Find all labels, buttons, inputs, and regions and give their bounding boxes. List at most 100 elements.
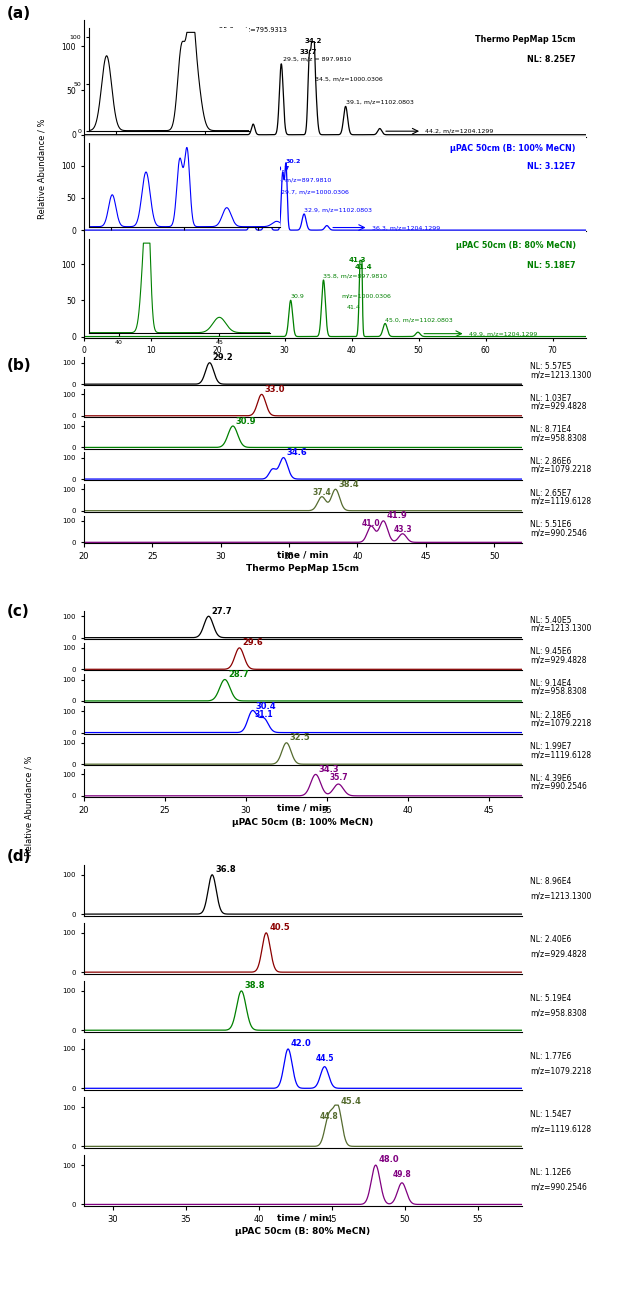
Text: NL: 8.96E4: NL: 8.96E4 xyxy=(531,878,572,887)
Text: m/z=929.4828: m/z=929.4828 xyxy=(531,402,587,411)
Text: time / min: time / min xyxy=(277,803,328,812)
Text: NL: 8.71E4: NL: 8.71E4 xyxy=(531,425,572,434)
Text: 33.7: 33.7 xyxy=(299,49,317,55)
Text: 34.3: 34.3 xyxy=(319,764,339,774)
Text: 29.7, m/z=1000.0306: 29.7, m/z=1000.0306 xyxy=(281,190,349,195)
Text: 41.9: 41.9 xyxy=(386,511,407,520)
Text: NL: 1.03E7: NL: 1.03E7 xyxy=(531,394,572,403)
Text: 30.9: 30.9 xyxy=(236,416,256,425)
Text: NL: 1.54E7: NL: 1.54E7 xyxy=(531,1110,572,1118)
Text: μPAC 50cm (B: 80% MeCN): μPAC 50cm (B: 80% MeCN) xyxy=(235,1227,370,1236)
Text: 48.0: 48.0 xyxy=(379,1156,399,1165)
Text: m/z=1000.0306: m/z=1000.0306 xyxy=(341,294,392,299)
Text: Relative Abundance / %: Relative Abundance / % xyxy=(24,755,33,857)
Text: μPAC 50cm (B: 100% MeCN): μPAC 50cm (B: 100% MeCN) xyxy=(451,144,576,153)
Text: NL: 5.19E4: NL: 5.19E4 xyxy=(531,993,572,1002)
Text: m/z=990.2546: m/z=990.2546 xyxy=(531,528,587,537)
Text: time / min: time / min xyxy=(277,1213,328,1222)
Text: m/z=1079.2218: m/z=1079.2218 xyxy=(531,719,592,728)
Text: 35.7: 35.7 xyxy=(329,774,348,781)
Text: m/z=990.2546: m/z=990.2546 xyxy=(531,1182,587,1191)
Text: 35.8, m/z=897.9810: 35.8, m/z=897.9810 xyxy=(323,273,388,278)
Text: m/z=958.8308: m/z=958.8308 xyxy=(531,686,587,696)
Text: NL: 5.51E6: NL: 5.51E6 xyxy=(531,520,572,529)
Text: m/z=1119.6128: m/z=1119.6128 xyxy=(531,1124,592,1134)
Text: 30.2: 30.2 xyxy=(286,160,301,164)
Text: m/z=958.8308: m/z=958.8308 xyxy=(531,433,587,442)
Text: (c): (c) xyxy=(6,604,29,620)
Text: 25.1: 25.1 xyxy=(245,196,259,202)
Text: 29.2: 29.2 xyxy=(213,354,233,363)
Text: 49.9, m/z=1204.1299: 49.9, m/z=1204.1299 xyxy=(469,332,537,337)
Text: NL: 2.40E6: NL: 2.40E6 xyxy=(531,936,572,944)
Text: 29.7: 29.7 xyxy=(272,166,290,172)
Text: m/z=795.9313: m/z=795.9313 xyxy=(214,240,261,246)
Text: 27.7: 27.7 xyxy=(212,607,232,616)
Text: time / min: time / min xyxy=(277,550,328,559)
Text: NL: 4.39E6: NL: 4.39E6 xyxy=(531,774,572,783)
Text: 41.3: 41.3 xyxy=(349,256,366,263)
Text: 38.8: 38.8 xyxy=(244,982,265,991)
Text: 49.8: 49.8 xyxy=(393,1170,412,1179)
Text: NL: 2.65E7: NL: 2.65E7 xyxy=(531,489,572,498)
Text: 36.8: 36.8 xyxy=(215,864,236,874)
Text: μPAC 50cm (B: 80% MeCN): μPAC 50cm (B: 80% MeCN) xyxy=(456,240,576,250)
Text: m/z=958.8308: m/z=958.8308 xyxy=(531,1008,587,1017)
Text: Thermo PepMap 15cm: Thermo PepMap 15cm xyxy=(475,35,576,44)
Text: 41.4: 41.4 xyxy=(354,264,372,270)
Text: 41.4: 41.4 xyxy=(347,306,361,311)
Text: (b): (b) xyxy=(6,358,31,373)
Text: 45.4: 45.4 xyxy=(341,1097,361,1106)
Text: 30.4: 30.4 xyxy=(256,702,276,711)
Text: 32.5: 32.5 xyxy=(290,733,310,742)
Text: 30.2m/z=795.9313: 30.2m/z=795.9313 xyxy=(207,144,268,150)
Text: 45.0, m/z=1102.0803: 45.0, m/z=1102.0803 xyxy=(385,317,453,322)
Text: NL: 1.12E6: NL: 1.12E6 xyxy=(531,1167,571,1176)
Text: NL: 3.12E7: NL: 3.12E7 xyxy=(527,161,576,170)
Text: 29.6: 29.6 xyxy=(243,638,263,647)
Text: NL: 2.18E6: NL: 2.18E6 xyxy=(531,711,571,719)
Text: m/z=1079.2218: m/z=1079.2218 xyxy=(531,465,592,474)
Text: 40.5: 40.5 xyxy=(269,923,290,932)
Text: 27.4, m/z=897.9810: 27.4, m/z=897.9810 xyxy=(267,177,332,182)
Text: 34.5, m/z=1000.0306: 34.5, m/z=1000.0306 xyxy=(316,77,383,82)
Text: NL: 8.25E7: NL: 8.25E7 xyxy=(527,55,576,64)
Text: 34.6: 34.6 xyxy=(286,448,307,458)
Text: μPAC 50cm (B: 100% MeCN): μPAC 50cm (B: 100% MeCN) xyxy=(232,818,374,827)
Text: m/z=929.4828: m/z=929.4828 xyxy=(531,950,587,959)
Text: m/z=929.4828: m/z=929.4828 xyxy=(531,655,587,664)
Text: NL: 1.77E6: NL: 1.77E6 xyxy=(531,1052,572,1061)
Text: NL: 9.14E4: NL: 9.14E4 xyxy=(531,679,572,688)
Text: 42.0: 42.0 xyxy=(291,1039,312,1048)
Text: 43.3: 43.3 xyxy=(393,525,412,534)
Text: m/z=1213.1300: m/z=1213.1300 xyxy=(531,892,592,901)
Text: 29.5, m/z = 897.9810: 29.5, m/z = 897.9810 xyxy=(283,56,351,61)
Text: 44.5: 44.5 xyxy=(316,1054,334,1063)
Text: NL: 5.57E5: NL: 5.57E5 xyxy=(531,363,572,370)
Text: m/z=1213.1300: m/z=1213.1300 xyxy=(531,370,592,380)
X-axis label: time / min: time / min xyxy=(309,358,361,367)
Text: 33.0: 33.0 xyxy=(264,385,285,394)
Text: 36.3, m/z=1204.1299: 36.3, m/z=1204.1299 xyxy=(372,225,440,230)
Text: 34.2: 34.2 xyxy=(304,38,321,44)
Text: 25.3, m/z=795.9313: 25.3, m/z=795.9313 xyxy=(219,27,287,32)
Text: 30.9: 30.9 xyxy=(290,294,305,299)
Text: 39.1, m/z=1102.0803: 39.1, m/z=1102.0803 xyxy=(346,100,414,104)
Text: NL: 2.86E6: NL: 2.86E6 xyxy=(531,458,572,465)
Text: 37.4: 37.4 xyxy=(312,488,331,497)
Text: NL: 1.99E7: NL: 1.99E7 xyxy=(531,742,572,751)
Text: NL: 5.40E5: NL: 5.40E5 xyxy=(531,616,572,624)
Text: (d): (d) xyxy=(6,849,31,864)
Text: m/z=1213.1300: m/z=1213.1300 xyxy=(531,624,592,633)
Text: m/z=1119.6128: m/z=1119.6128 xyxy=(531,497,592,506)
Text: 44.8: 44.8 xyxy=(319,1112,338,1121)
Text: 28.7: 28.7 xyxy=(228,670,249,679)
Text: m/z=990.2546: m/z=990.2546 xyxy=(531,781,587,790)
Text: m/z=1119.6128: m/z=1119.6128 xyxy=(531,750,592,759)
Text: 38.4: 38.4 xyxy=(338,480,359,489)
Text: NL: 5.18E7: NL: 5.18E7 xyxy=(527,261,576,269)
Text: 44.2, m/z=1204.1299: 44.2, m/z=1204.1299 xyxy=(425,129,494,134)
Text: Relative Abundance / %: Relative Abundance / % xyxy=(37,118,46,220)
Text: NL: 9.45E6: NL: 9.45E6 xyxy=(531,647,572,656)
Text: 41.0: 41.0 xyxy=(362,520,381,528)
